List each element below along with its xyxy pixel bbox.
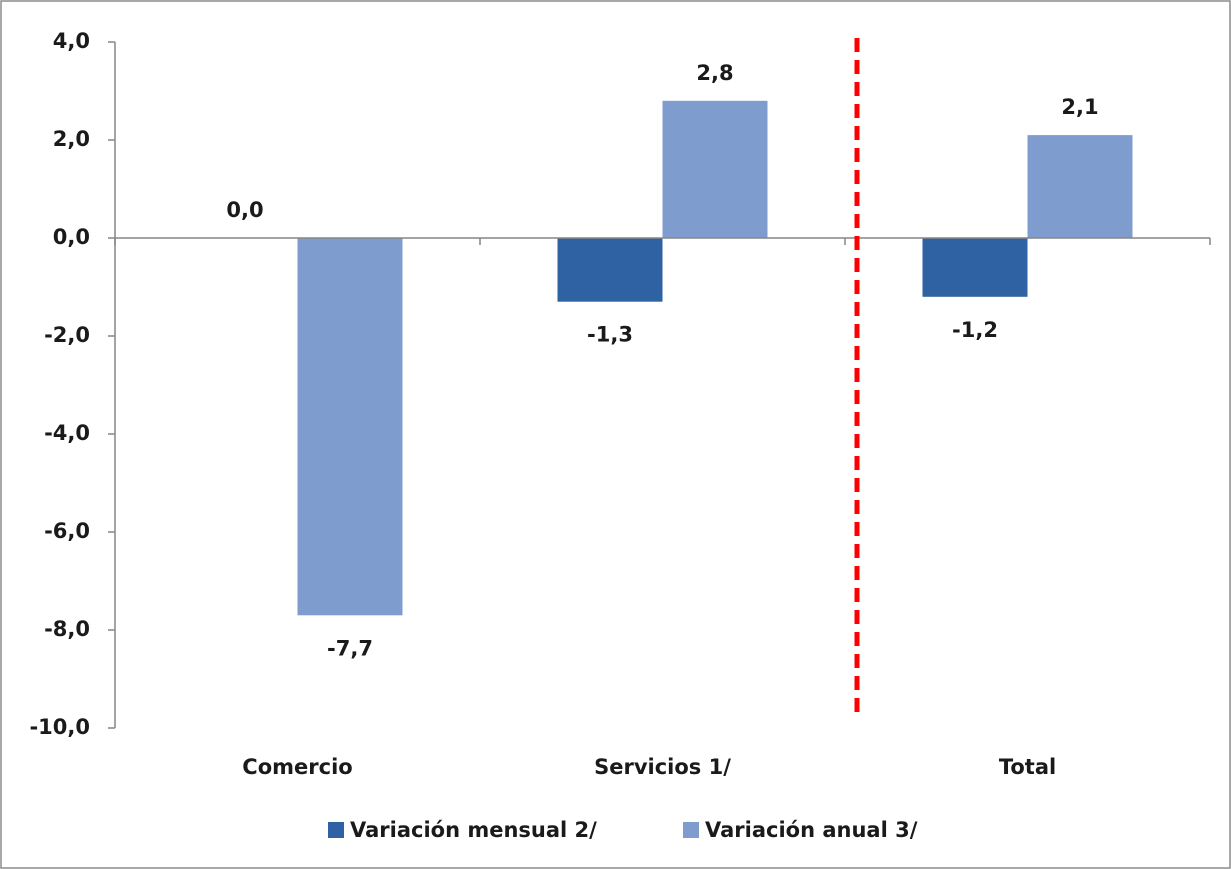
y-tick-label: 0,0 [53, 225, 90, 249]
y-tick-label: -2,0 [44, 323, 90, 347]
y-tick-label: -10,0 [29, 715, 90, 739]
data-label: -1,3 [587, 323, 633, 347]
bar [557, 238, 663, 302]
data-label: 2,1 [1061, 95, 1098, 119]
data-label: 2,8 [696, 61, 733, 85]
legend-label: Variación mensual 2/ [350, 818, 597, 842]
legend-swatch [683, 822, 699, 838]
bar [662, 100, 768, 238]
x-tick-label: Total [999, 755, 1056, 779]
y-tick-label: -6,0 [44, 519, 90, 543]
bar [1027, 135, 1133, 238]
plot-area: -10,0 -8,0 -6,0 -4,0 -2,0 0,0 2,0 4,0 Comercio 0,… [29, 29, 1211, 779]
data-label: -7,7 [327, 636, 373, 660]
data-label: 0,0 [226, 198, 263, 222]
y-tick-label: -8,0 [44, 617, 90, 641]
bar [922, 238, 1028, 297]
data-label: -1,2 [952, 318, 998, 342]
y-tick-label: 4,0 [53, 29, 90, 53]
bar [297, 238, 403, 616]
x-tick-label: Comercio [242, 755, 352, 779]
x-tick-label: Servicios 1/ [594, 755, 731, 779]
y-tick-label: 2,0 [53, 127, 90, 151]
y-tick-label: -4,0 [44, 421, 90, 445]
legend-label: Variación anual 3/ [705, 818, 918, 842]
legend-swatch [328, 822, 344, 838]
